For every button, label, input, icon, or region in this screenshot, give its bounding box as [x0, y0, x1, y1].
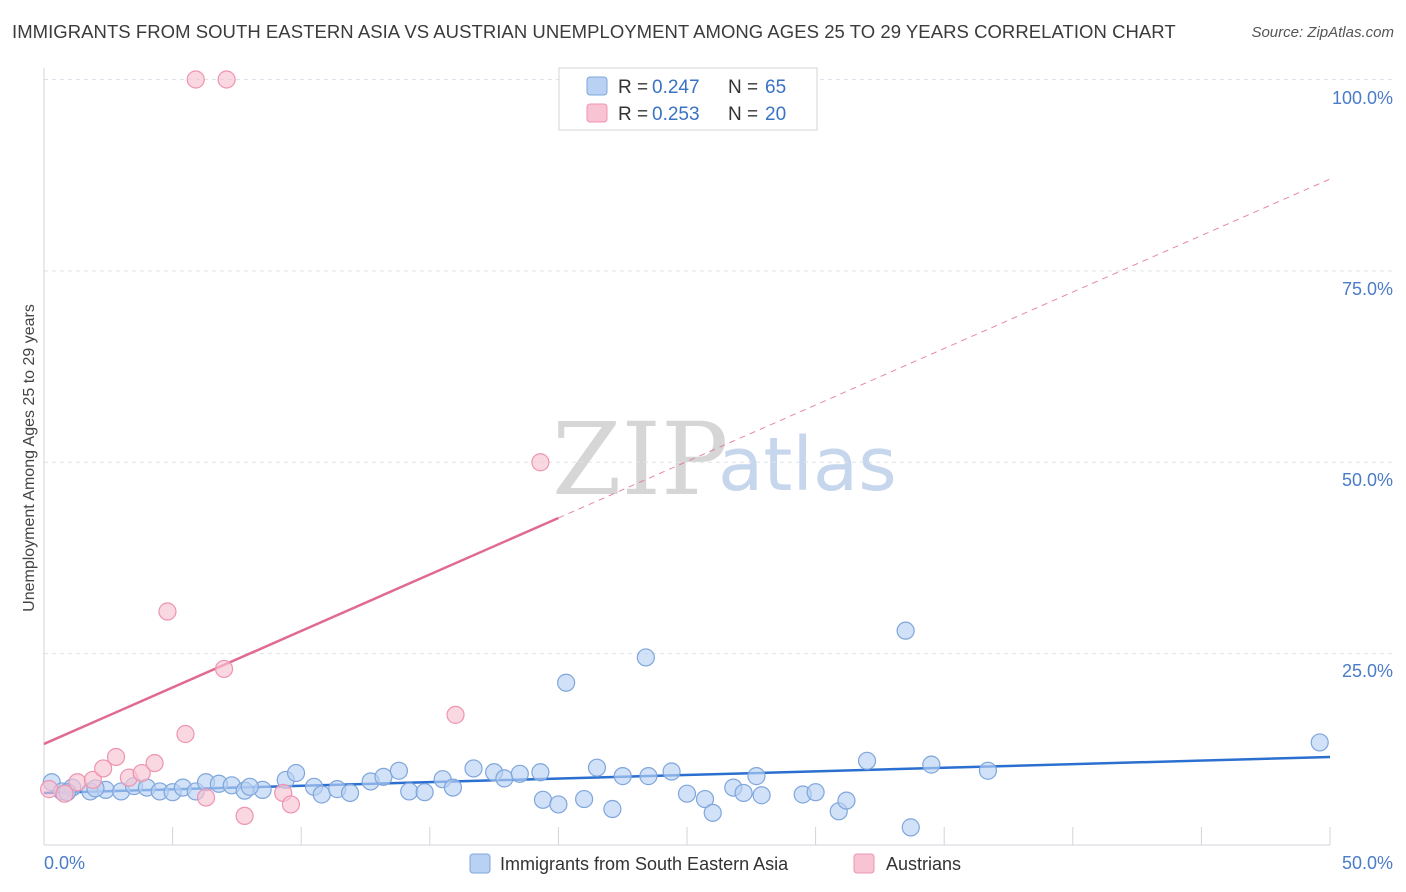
source-label: Source: ZipAtlas.com — [1251, 24, 1394, 41]
y-tick-label-75: 75.0% — [1342, 279, 1393, 299]
point-immigrants-30 — [464, 759, 483, 778]
point-immigrants-44 — [662, 762, 681, 781]
bottom-legend-swatch-immigrants — [469, 853, 491, 874]
y-tick-label-50: 50.0% — [1342, 470, 1393, 490]
point-austrians-1 — [55, 784, 74, 803]
point-immigrants-27 — [415, 783, 434, 802]
legend-n-label-1: N = — [728, 77, 763, 98]
point-immigrants-33 — [510, 764, 529, 783]
legend-n-value-2: 20 — [765, 104, 786, 125]
point-immigrants-47 — [703, 803, 722, 822]
point-immigrants-57 — [896, 621, 915, 640]
bottom-legend: Immigrants from South Eastern Asia Austr… — [469, 853, 961, 874]
x-tick-label-50: 50.0% — [1342, 853, 1393, 873]
point-immigrants-60 — [978, 761, 998, 780]
legend-r-label-2: R = — [618, 104, 653, 125]
point-austrians-17 — [281, 795, 301, 814]
legend-r-value-1: 0.247 — [652, 77, 700, 98]
legend-n-value-1: 65 — [765, 77, 786, 98]
legend-swatch-immigrants — [586, 76, 608, 96]
point-immigrants-24 — [374, 767, 393, 786]
point-immigrants-55 — [837, 791, 856, 810]
point-austrians-9 — [158, 602, 177, 621]
bottom-legend-label-austrians: Austrians — [886, 854, 961, 874]
x-axis-ticks — [172, 827, 1331, 845]
point-immigrants-38 — [575, 789, 594, 809]
point-immigrants-50 — [747, 767, 766, 786]
point-immigrants-40 — [603, 799, 622, 819]
watermark-atlas: atlas — [718, 422, 897, 508]
point-austrians-7 — [132, 763, 151, 783]
point-immigrants-34 — [531, 763, 550, 782]
point-immigrants-39 — [587, 758, 607, 777]
point-immigrants-59 — [922, 755, 941, 774]
point-austrians-19 — [531, 453, 550, 472]
bottom-legend-label-immigrants: Immigrants from South Eastern Asia — [500, 854, 789, 874]
point-austrians-10 — [176, 724, 195, 744]
point-immigrants-22 — [340, 783, 360, 803]
point-immigrants-20 — [312, 785, 331, 804]
point-immigrants-53 — [806, 783, 825, 802]
point-immigrants-58 — [901, 818, 920, 837]
point-austrians-3 — [83, 770, 102, 790]
chart-title: IMMIGRANTS FROM SOUTH EASTERN ASIA VS AU… — [12, 21, 1176, 42]
point-immigrants-41 — [613, 767, 632, 786]
point-austrians-8 — [145, 753, 164, 773]
watermark-zip: ZIP — [552, 401, 728, 518]
point-immigrants-35 — [533, 790, 553, 809]
legend-swatch-austrians — [586, 103, 608, 123]
point-austrians-4 — [94, 759, 113, 778]
trend-line-austrians-solid — [43, 516, 559, 746]
point-immigrants-42 — [636, 648, 655, 667]
point-immigrants-49 — [734, 783, 753, 803]
point-immigrants-51 — [752, 786, 771, 805]
point-austrians-5 — [106, 747, 126, 767]
point-austrians-2 — [68, 773, 87, 792]
point-immigrants-61 — [1310, 733, 1329, 752]
x-tick-labels: 0.0% 50.0% — [44, 853, 1393, 873]
point-immigrants-45 — [677, 784, 697, 803]
y-axis-label: Unemployment Among Ages 25 to 29 years — [21, 304, 38, 612]
series-immigrants-points — [42, 621, 1329, 837]
point-immigrants-64 — [240, 777, 259, 796]
point-immigrants-43 — [639, 767, 658, 786]
legend-r-label-1: R = — [618, 77, 653, 98]
point-immigrants-29 — [443, 778, 463, 797]
bottom-legend-swatch-austrians — [853, 853, 875, 874]
top-legend: R = 0.247 N = 65 R = 0.253 N = 20 — [558, 67, 818, 131]
trend-line-austrians-dashed — [558, 178, 1331, 519]
point-immigrants-46 — [695, 789, 715, 809]
x-tick-label-0: 0.0% — [44, 853, 85, 873]
point-austrians-13 — [214, 659, 234, 679]
point-austrians-14 — [217, 70, 236, 89]
y-tick-label-25: 25.0% — [1342, 661, 1393, 681]
watermark: ZIP atlas — [552, 401, 897, 518]
point-immigrants-37 — [557, 673, 576, 692]
point-austrians-0 — [40, 780, 59, 799]
y-tick-label-100: 100.0% — [1332, 88, 1393, 108]
point-immigrants-25 — [389, 761, 409, 780]
point-immigrants-32 — [495, 769, 514, 788]
legend-n-label-2: N = — [728, 104, 763, 125]
point-austrians-12 — [196, 788, 216, 807]
y-tick-labels: 100.0% 75.0% 50.0% 25.0% — [1332, 88, 1393, 681]
point-immigrants-56 — [857, 751, 877, 770]
grid — [44, 79, 1393, 846]
point-immigrants-36 — [549, 795, 568, 814]
point-immigrants-26 — [400, 782, 419, 801]
point-austrians-18 — [446, 705, 465, 724]
point-austrians-11 — [186, 70, 205, 89]
series-austrians-points — [40, 70, 550, 826]
point-austrians-15 — [235, 806, 254, 826]
legend-r-value-2: 0.253 — [652, 104, 700, 125]
point-immigrants-18 — [286, 763, 306, 783]
